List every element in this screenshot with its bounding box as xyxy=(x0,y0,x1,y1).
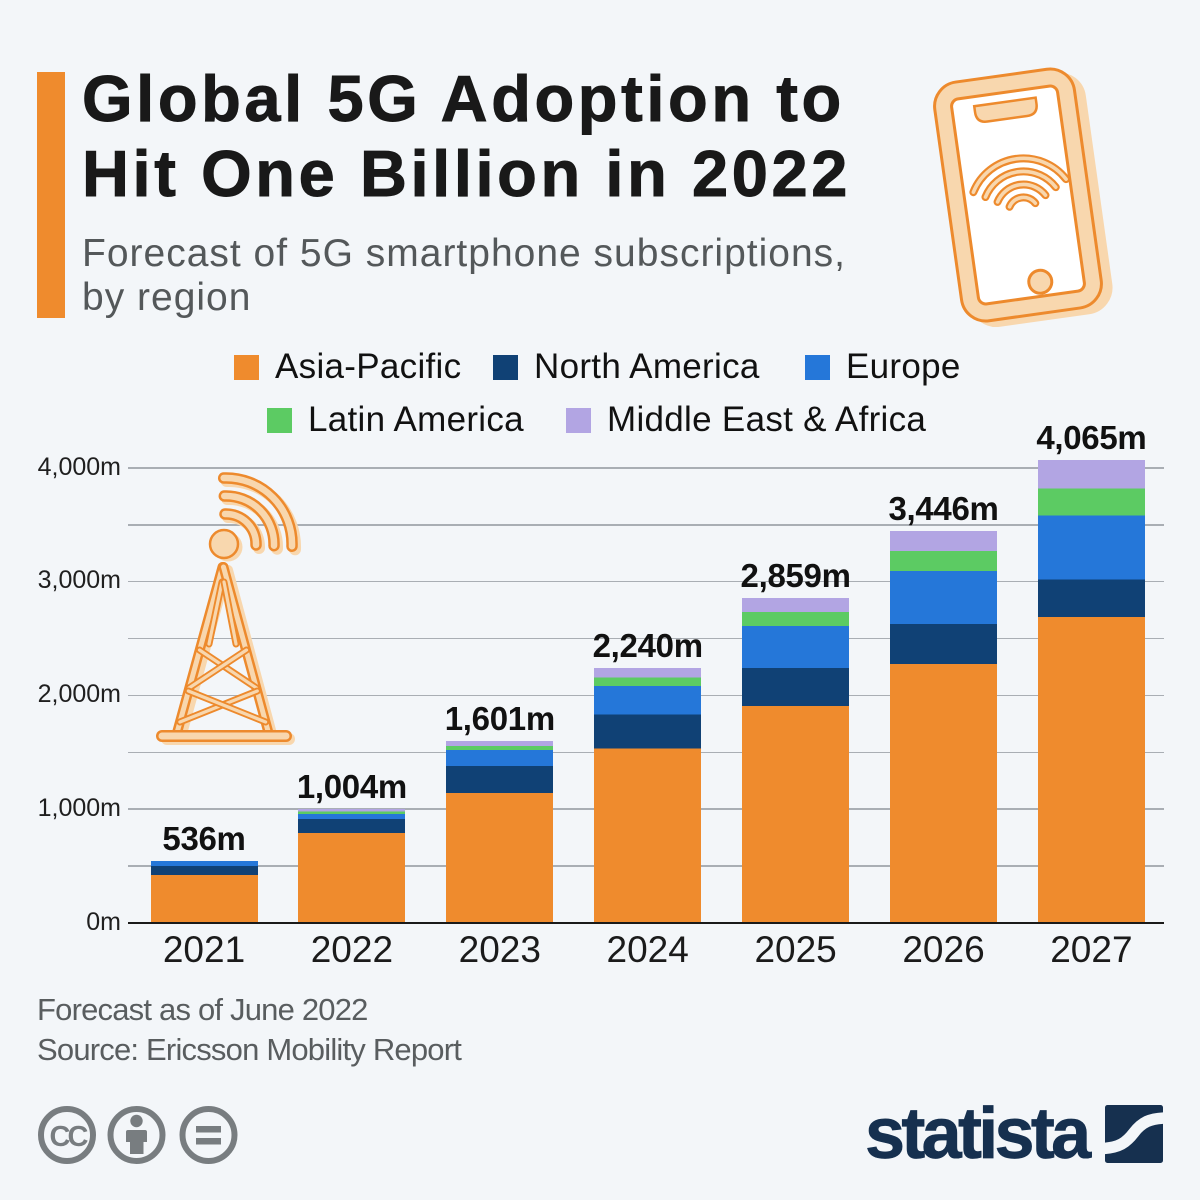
svg-text:CC: CC xyxy=(50,1121,89,1153)
